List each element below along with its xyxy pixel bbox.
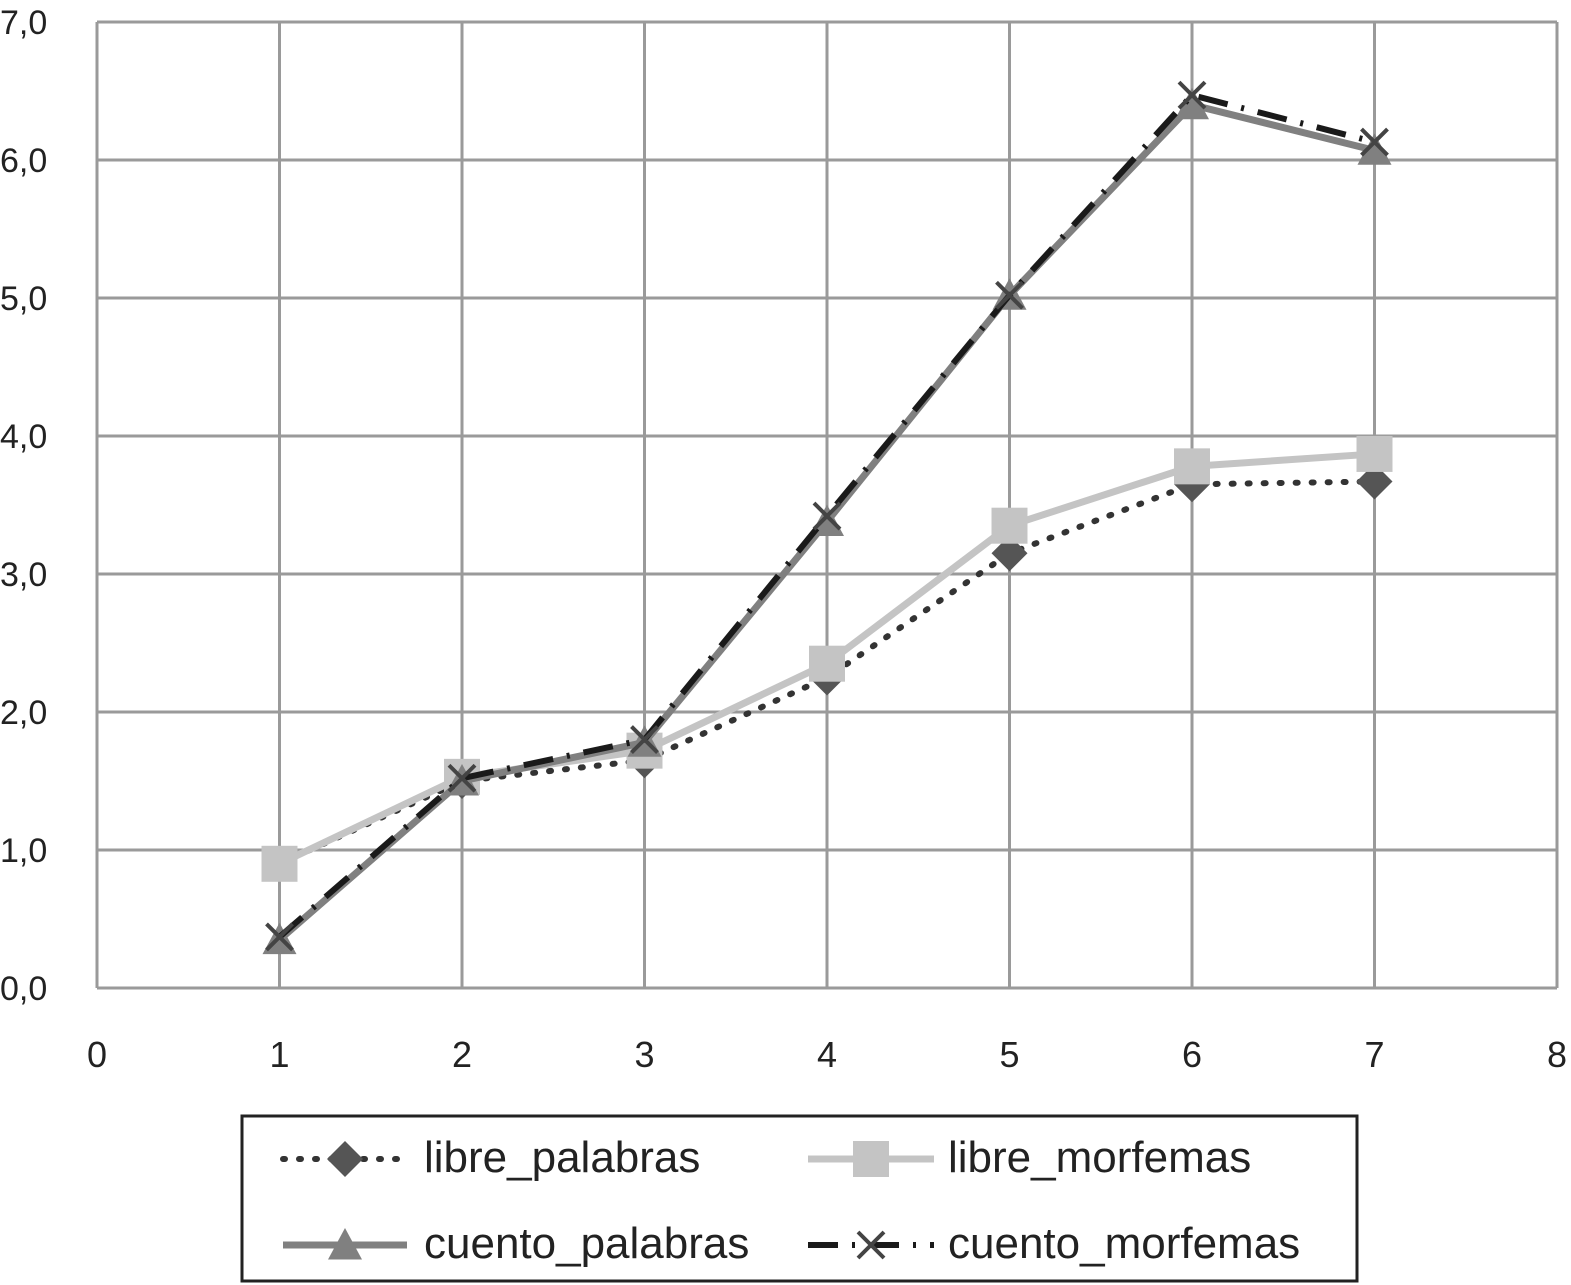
y-tick-label: 6,0: [0, 142, 47, 180]
data-point-cuento_morfemas: [265, 922, 294, 952]
data-point-cuento_morfemas: [1177, 80, 1207, 110]
legend-label: libre_morfemas: [948, 1133, 1251, 1182]
x-tick-label: 1: [269, 1034, 289, 1075]
marker-x-stroke: [630, 725, 659, 755]
legend-item-libre_morfemas: libre_morfemas: [808, 1133, 1251, 1182]
marker-x-stroke: [265, 922, 294, 952]
data-point-cuento_morfemas: [630, 725, 659, 755]
y-tick-label: 4,0: [0, 418, 47, 456]
data-point-cuento_morfemas: [447, 763, 477, 793]
legend-swatch-marker: [327, 1141, 363, 1177]
legend-label: cuento_morfemas: [948, 1219, 1300, 1268]
y-tick-label: 0,0: [0, 970, 47, 1008]
data-point-libre_morfemas: [991, 507, 1028, 544]
data-point-cuento_morfemas: [1360, 127, 1389, 157]
series-cuento_morfemas: [265, 80, 1389, 952]
y-tick-label: 2,0: [0, 694, 47, 732]
y-tick-label: 1,0: [0, 832, 47, 870]
data-point-cuento_palabras: [1357, 133, 1392, 165]
data-point-libre_morfemas: [1356, 435, 1393, 472]
y-axis-tick-labels: 0,0 1,0 2,0 3,0 4,0 5,0 6,0 7,0: [0, 4, 47, 1008]
x-tick-label: 8: [1547, 1034, 1567, 1075]
x-axis-tick-labels: 0 1 2 3 4 5 6 7 8: [87, 1034, 1567, 1075]
marker-x-stroke: [995, 280, 1024, 310]
legend-swatch-marker: [853, 1141, 889, 1177]
marker-x-stroke: [812, 501, 842, 531]
x-tick-label: 5: [999, 1034, 1019, 1075]
x-tick-label: 7: [1364, 1034, 1384, 1075]
data-point-libre_morfemas: [261, 845, 298, 882]
y-tick-label: 5,0: [0, 280, 47, 318]
data-point-libre_palabras: [991, 535, 1028, 572]
legend: libre_palabras libre_morfemas cuento_palab…: [240, 1114, 1359, 1283]
data-point-libre_morfemas: [809, 645, 845, 682]
x-tick-label: 2: [452, 1034, 472, 1075]
y-tick-label: 3,0: [0, 556, 47, 594]
x-tick-label: 3: [634, 1034, 654, 1075]
marker-x-stroke: [447, 763, 477, 793]
data-point-libre_morfemas: [1174, 448, 1210, 485]
marker-x-stroke: [856, 1230, 886, 1260]
marker-x-stroke: [1360, 127, 1389, 157]
data-point-cuento_morfemas: [812, 501, 842, 531]
legend-label: cuento_palabras: [424, 1219, 749, 1268]
x-tick-label: 6: [1182, 1034, 1202, 1075]
data-point-libre_palabras: [1356, 463, 1393, 500]
x-tick-label: 4: [817, 1034, 837, 1075]
data-point-cuento_palabras: [1175, 87, 1209, 120]
series-layer: [261, 80, 1393, 955]
legend-item-libre_palabras: libre_palabras: [280, 1133, 700, 1182]
legend-label: libre_palabras: [424, 1133, 700, 1182]
legend-swatch-marker: [856, 1230, 886, 1260]
legend-box: [240, 1114, 1359, 1283]
y-tick-label: 7,0: [0, 4, 47, 42]
legend-item-cuento_palabras: cuento_palabras: [283, 1219, 749, 1268]
legend-item-cuento_morfemas: cuento_morfemas: [808, 1219, 1300, 1268]
data-point-cuento_palabras: [810, 504, 844, 537]
legend-swatch-marker: [328, 1228, 362, 1260]
marker-x-stroke: [1177, 80, 1207, 110]
data-point-cuento_morfemas: [995, 280, 1024, 310]
x-tick-label: 0: [87, 1034, 107, 1075]
